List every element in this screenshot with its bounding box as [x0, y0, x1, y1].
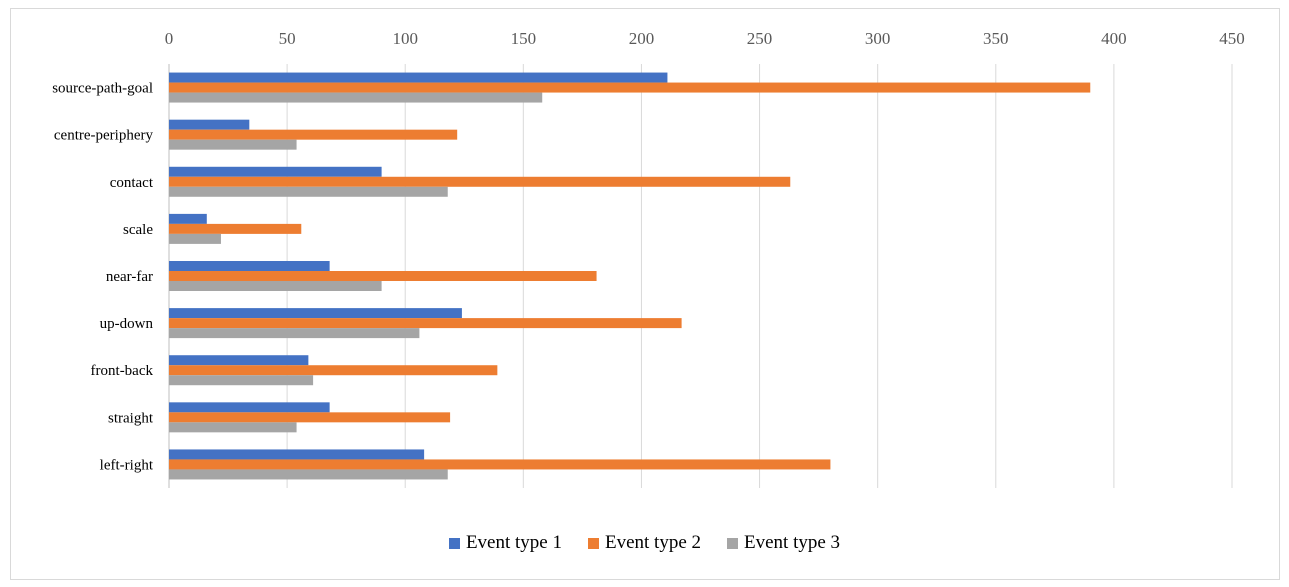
bar-left-right-series-2 [169, 459, 831, 470]
bar-near-far-series-1 [169, 261, 330, 271]
x-tick-label: 350 [983, 29, 1009, 48]
bar-source-path-goal-series-1 [169, 72, 668, 83]
bar-scale-series-1 [169, 213, 207, 224]
bar-contact-series-2 [169, 176, 791, 187]
legend-label: Event type 2 [604, 532, 702, 553]
legend-item: Event type 2 [587, 532, 702, 554]
legend: Event type 1 Event type 2 Event type 3 [0, 532, 1289, 554]
x-tick-label: 150 [511, 29, 537, 48]
category-label: near-far [106, 269, 153, 285]
bar-source-path-goal-series-3 [169, 92, 543, 103]
x-tick-label: 200 [629, 29, 655, 48]
category-label: straight [108, 410, 154, 426]
bar-straight-series-3 [169, 422, 297, 433]
x-tick-label: 0 [165, 29, 174, 48]
bar-contact-series-3 [169, 186, 448, 197]
x-tick-label: 400 [1101, 29, 1127, 48]
bar-left-right-series-3 [169, 469, 448, 480]
category-label: centre-periphery [54, 128, 154, 144]
category-label: left-right [100, 457, 154, 473]
category-label: source-path-goal [52, 81, 153, 97]
bar-contact-series-1 [169, 166, 382, 177]
legend-swatch [587, 537, 599, 549]
bar-front-back-series-2 [169, 365, 498, 376]
bar-near-far-series-2 [169, 271, 597, 281]
bar-up-down-series-2 [169, 318, 682, 329]
bar-straight-series-1 [169, 402, 330, 413]
x-tick-label: 250 [747, 29, 773, 48]
bar-front-back-series-3 [169, 375, 314, 386]
bar-front-back-series-1 [169, 355, 309, 366]
legend-label: Event type 1 [465, 532, 562, 553]
legend-item: Event type 3 [727, 532, 840, 554]
legend-swatch [727, 537, 739, 549]
bar-up-down-series-3 [169, 328, 420, 339]
x-tick-label: 450 [1219, 29, 1245, 48]
bar-centre-periphery-series-2 [169, 129, 458, 140]
category-label: scale [123, 222, 153, 238]
bar-centre-periphery-series-1 [169, 119, 250, 130]
bar-scale-series-2 [169, 223, 302, 234]
legend-label: Event type 3 [744, 532, 841, 553]
chart-frame [10, 8, 1280, 580]
category-label: contact [110, 175, 154, 191]
category-label: front-back [91, 363, 154, 379]
bar-source-path-goal-series-2 [169, 82, 1091, 93]
bar-up-down-series-1 [169, 308, 462, 319]
bar-straight-series-2 [169, 412, 451, 423]
x-tick-label: 100 [392, 29, 418, 48]
bar-scale-series-3 [169, 233, 221, 244]
legend-swatch [448, 537, 460, 549]
bar-left-right-series-1 [169, 449, 425, 460]
x-tick-label: 50 [279, 29, 296, 48]
category-label: up-down [100, 316, 154, 332]
x-tick-label: 300 [865, 29, 891, 48]
bar-centre-periphery-series-3 [169, 139, 297, 150]
legend-item: Event type 1 [448, 532, 562, 554]
bar-near-far-series-3 [169, 281, 382, 291]
